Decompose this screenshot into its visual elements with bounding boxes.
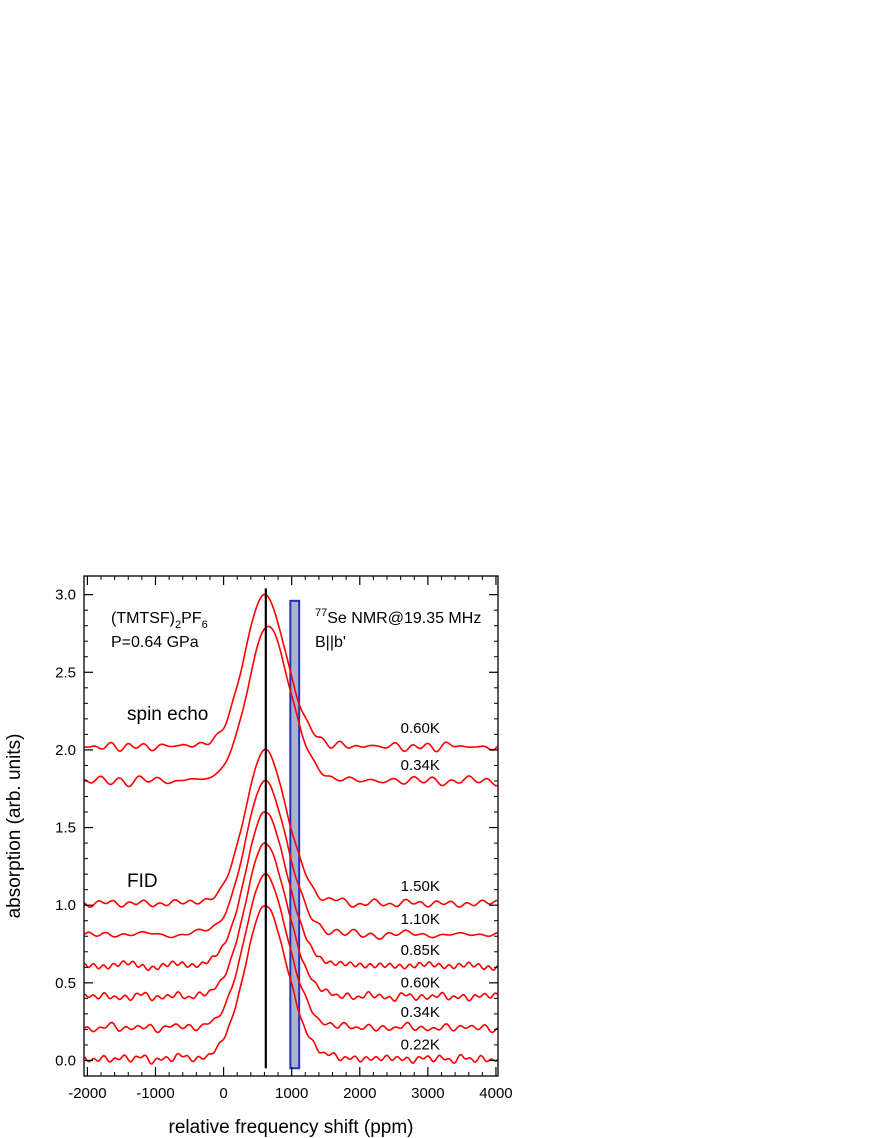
series-line-0_60K-FID [84, 842, 498, 1002]
nmr-annotation: 77Se NMR@19.35 MHz [315, 607, 481, 627]
series-label: 0.60K [401, 974, 440, 991]
compound-annotation: (TMTSF)2PF6 [111, 610, 208, 631]
x-tick-label: 4000 [479, 1085, 512, 1102]
x-axis-title: relative frequency shift (ppm) [169, 1117, 414, 1138]
series-line-0_34K-spin-echo [84, 625, 498, 788]
y-tick-label: 1.5 [55, 820, 76, 837]
pressure-annotation: P=0.64 GPa [111, 634, 199, 651]
axes: -2000 -1000 0 1000 2000 3000 4000 0.0 0.5 1.0 1.5 2… [55, 575, 513, 1102]
x-tick-label: 1000 [275, 1085, 308, 1102]
series-label: 1.50K [401, 878, 440, 895]
series-line-0_60K-spin-echo [84, 593, 498, 753]
x-tick-label: -1000 [136, 1085, 174, 1102]
series-label: 0.60K [401, 720, 440, 737]
annotations: (TMTSF)2PF6 P=0.64 GPa 77Se NMR@19.35 MH… [111, 607, 481, 892]
y-tick-label: 1.0 [55, 897, 76, 914]
series-line-1_50K-FID [84, 748, 498, 909]
series-label: 0.22K [401, 1037, 440, 1054]
x-tick-label: 3000 [411, 1085, 444, 1102]
x-tick-label: -2000 [68, 1085, 106, 1102]
plot-frame [83, 575, 499, 1077]
fid-label: FID [127, 871, 158, 892]
series-label: 1.10K [401, 911, 440, 928]
y-tick-label: 0.5 [55, 975, 76, 992]
y-tick-label: 2.5 [55, 664, 76, 681]
y-tick-label: 0.0 [55, 1052, 76, 1069]
y-axis-title: absorption (arb. units) [4, 734, 25, 919]
series-label: 0.34K [401, 757, 440, 774]
spin-echo-label: spin echo [127, 704, 208, 725]
series-line-0_34K-FID [84, 872, 498, 1034]
field-annotation: B||b' [315, 634, 346, 651]
shaded-band [289, 599, 301, 1070]
plot-area: 0.60K 0.34K 1.50K 1.10K 0.85K 0.60K 0.34K 0.22K [84, 588, 498, 1070]
y-tick-label: 2.0 [55, 742, 76, 759]
series-line-0_22K-FID [84, 904, 498, 1065]
series-line-1_10K-FID [84, 779, 498, 941]
x-tick-label: 2000 [343, 1085, 376, 1102]
x-tick-label: 0 [219, 1085, 227, 1102]
series-label: 0.85K [401, 942, 440, 959]
series-label: 0.34K [401, 1004, 440, 1021]
series-line-0_85K-FID [84, 811, 498, 972]
y-tick-label: 3.0 [55, 587, 76, 604]
